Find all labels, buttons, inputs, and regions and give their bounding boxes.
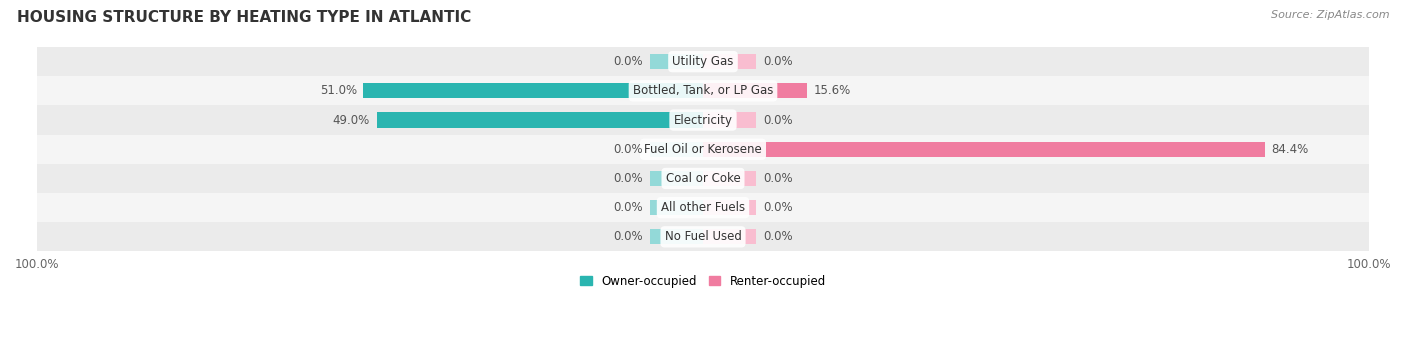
Legend: Owner-occupied, Renter-occupied: Owner-occupied, Renter-occupied xyxy=(575,270,831,293)
Text: 0.0%: 0.0% xyxy=(613,55,643,68)
Bar xyxy=(37,47,1369,76)
Text: 49.0%: 49.0% xyxy=(333,114,370,126)
Text: 0.0%: 0.0% xyxy=(613,143,643,156)
Text: 0.0%: 0.0% xyxy=(763,201,793,214)
Text: Bottled, Tank, or LP Gas: Bottled, Tank, or LP Gas xyxy=(633,84,773,97)
Text: 0.0%: 0.0% xyxy=(763,230,793,243)
Text: 0.0%: 0.0% xyxy=(763,172,793,185)
Text: No Fuel Used: No Fuel Used xyxy=(665,230,741,243)
Bar xyxy=(37,193,1369,222)
Text: 0.0%: 0.0% xyxy=(763,114,793,126)
Bar xyxy=(650,229,703,244)
Text: Source: ZipAtlas.com: Source: ZipAtlas.com xyxy=(1271,10,1389,20)
Bar xyxy=(364,83,703,99)
Bar xyxy=(650,142,703,157)
Bar xyxy=(377,113,703,128)
Bar xyxy=(703,200,756,215)
Bar xyxy=(650,54,703,69)
Bar xyxy=(703,113,756,128)
Bar xyxy=(703,54,756,69)
Bar xyxy=(703,229,756,244)
Text: 0.0%: 0.0% xyxy=(613,201,643,214)
Text: Fuel Oil or Kerosene: Fuel Oil or Kerosene xyxy=(644,143,762,156)
Bar xyxy=(37,105,1369,135)
Bar xyxy=(37,222,1369,252)
Text: HOUSING STRUCTURE BY HEATING TYPE IN ATLANTIC: HOUSING STRUCTURE BY HEATING TYPE IN ATL… xyxy=(17,10,471,25)
Text: Utility Gas: Utility Gas xyxy=(672,55,734,68)
Bar xyxy=(650,171,703,186)
Bar xyxy=(37,135,1369,164)
Bar xyxy=(703,142,1265,157)
Text: 0.0%: 0.0% xyxy=(613,172,643,185)
Text: 0.0%: 0.0% xyxy=(613,230,643,243)
Bar xyxy=(650,200,703,215)
Bar xyxy=(703,83,807,99)
Text: Coal or Coke: Coal or Coke xyxy=(665,172,741,185)
Text: Electricity: Electricity xyxy=(673,114,733,126)
Text: 15.6%: 15.6% xyxy=(814,84,851,97)
Text: All other Fuels: All other Fuels xyxy=(661,201,745,214)
Text: 0.0%: 0.0% xyxy=(763,55,793,68)
Bar xyxy=(703,171,756,186)
Bar xyxy=(37,164,1369,193)
Text: 84.4%: 84.4% xyxy=(1271,143,1309,156)
Text: 51.0%: 51.0% xyxy=(319,84,357,97)
Bar xyxy=(37,76,1369,105)
